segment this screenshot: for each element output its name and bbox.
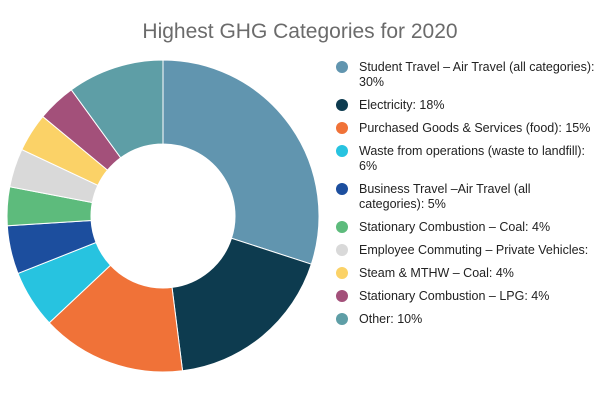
legend-swatch	[336, 122, 348, 134]
legend-label: Student Travel – Air Travel (all categor…	[359, 60, 595, 89]
legend-item-6: Stationary Combustion – Coal: 4%	[336, 220, 598, 235]
donut-slice-10	[70, 59, 164, 159]
legend-swatch	[336, 267, 348, 279]
legend-swatch	[336, 61, 348, 73]
chart-title: Highest GHG Categories for 2020	[142, 20, 458, 43]
legend-label: Stationary Combustion – Coal: 4%	[359, 220, 551, 234]
legend-item-9: Stationary Combustion – LPG: 4%	[336, 289, 598, 304]
donut-slice-1	[162, 59, 320, 265]
legend-item-8: Steam & MTHW – Coal: 4%	[336, 266, 598, 281]
legend-swatch	[336, 313, 348, 325]
legend-label: Purchased Goods & Services (food): 15%	[359, 121, 591, 135]
legend-label: Business Travel –Air Travel (all categor…	[359, 182, 531, 211]
legend-item-5: Business Travel –Air Travel (all categor…	[336, 182, 598, 212]
legend-item-3: Purchased Goods & Services (food): 15%	[336, 121, 598, 136]
legend-label: Steam & MTHW – Coal: 4%	[359, 266, 514, 280]
legend-swatch	[336, 244, 348, 256]
legend-swatch	[336, 99, 348, 111]
legend-swatch	[336, 290, 348, 302]
legend-item-1: Student Travel – Air Travel (all categor…	[336, 60, 598, 90]
legend-swatch	[336, 183, 348, 195]
legend-item-7: Employee Commuting – Private Vehicles:	[336, 243, 598, 258]
legend-label: Employee Commuting – Private Vehicles:	[359, 243, 589, 257]
legend-label: Waste from operations (waste to landfill…	[359, 144, 586, 173]
donut-slice-2	[171, 237, 312, 372]
legend-label: Stationary Combustion – LPG: 4%	[359, 289, 550, 303]
legend-item-10: Other: 10%	[336, 312, 598, 327]
legend-label: Electricity: 18%	[359, 98, 445, 112]
legend-item-2: Electricity: 18%	[336, 98, 598, 113]
legend-swatch	[336, 145, 348, 157]
legend-swatch	[336, 221, 348, 233]
legend-item-4: Waste from operations (waste to landfill…	[336, 144, 598, 174]
legend-label: Other: 10%	[359, 312, 423, 326]
legend: Student Travel – Air Travel (all categor…	[336, 60, 598, 335]
